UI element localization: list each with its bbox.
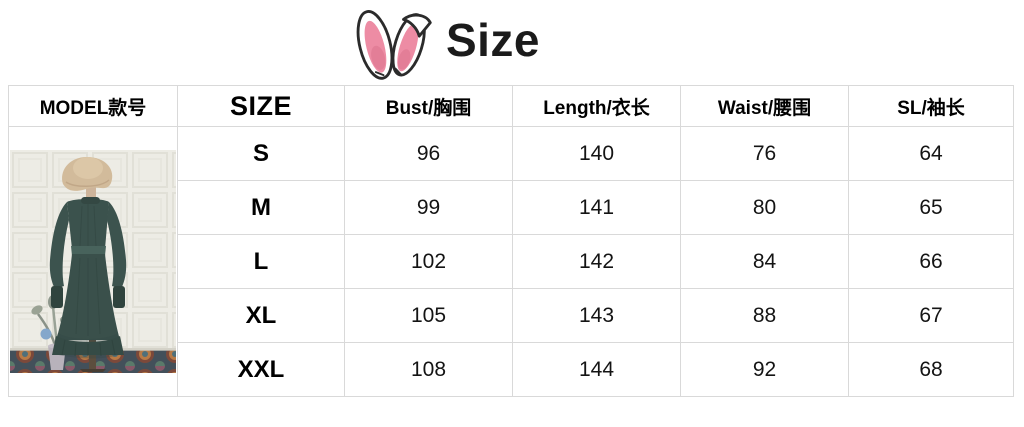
waist-value: 80 — [680, 180, 849, 235]
page-title: Size — [445, 13, 541, 66]
bust-value: 108 — [344, 342, 513, 397]
col-header-waist: Waist/腰围 — [680, 85, 849, 127]
bust-value: 96 — [344, 126, 513, 181]
length-value: 144 — [512, 342, 681, 397]
col-header-bust: Bust/胸围 — [344, 85, 513, 127]
waist-value: 84 — [680, 234, 849, 289]
table-header-row: MODEL款号 SIZE Bust/胸围 Length/衣长 Waist/腰围 … — [8, 85, 1014, 127]
size-label: L — [177, 234, 345, 289]
bust-value: 99 — [344, 180, 513, 235]
bunny-ears-icon — [348, 5, 440, 81]
product-photo-cell — [8, 126, 178, 397]
size-label: XL — [177, 288, 345, 343]
length-value: 142 — [512, 234, 681, 289]
table-row-xl: XL 105 143 88 67 — [9, 288, 1014, 343]
size-label: S — [177, 126, 345, 181]
waist-value: 88 — [680, 288, 849, 343]
table-row-s: S 96 140 76 64 — [8, 126, 1014, 397]
table-row-l: L 102 142 84 66 — [9, 234, 1014, 289]
bust-value: 102 — [344, 234, 513, 289]
size-table: MODEL款号 SIZE Bust/胸围 Length/衣长 Waist/腰围 … — [8, 85, 1014, 397]
sl-value: 67 — [848, 288, 1014, 343]
col-header-model: MODEL款号 — [8, 85, 178, 127]
size-label: XXL — [177, 342, 345, 397]
length-value: 140 — [512, 126, 681, 181]
size-label: M — [177, 180, 345, 235]
table-row-m: M 99 141 80 65 — [9, 180, 1014, 235]
sl-value: 68 — [848, 342, 1014, 397]
sl-value: 66 — [848, 234, 1014, 289]
page-header: Size — [0, 0, 956, 85]
waist-value: 76 — [680, 126, 849, 181]
waist-value: 92 — [680, 342, 849, 397]
length-value: 141 — [512, 180, 681, 235]
bust-value: 105 — [344, 288, 513, 343]
sl-value: 65 — [848, 180, 1014, 235]
col-header-size: SIZE — [177, 85, 345, 127]
product-photo — [10, 150, 176, 373]
table-row-xxl: XXL 108 144 92 68 — [9, 342, 1014, 397]
col-header-length: Length/衣长 — [512, 85, 681, 127]
length-value: 143 — [512, 288, 681, 343]
col-header-sl: SL/袖长 — [848, 85, 1014, 127]
sl-value: 64 — [848, 126, 1014, 181]
